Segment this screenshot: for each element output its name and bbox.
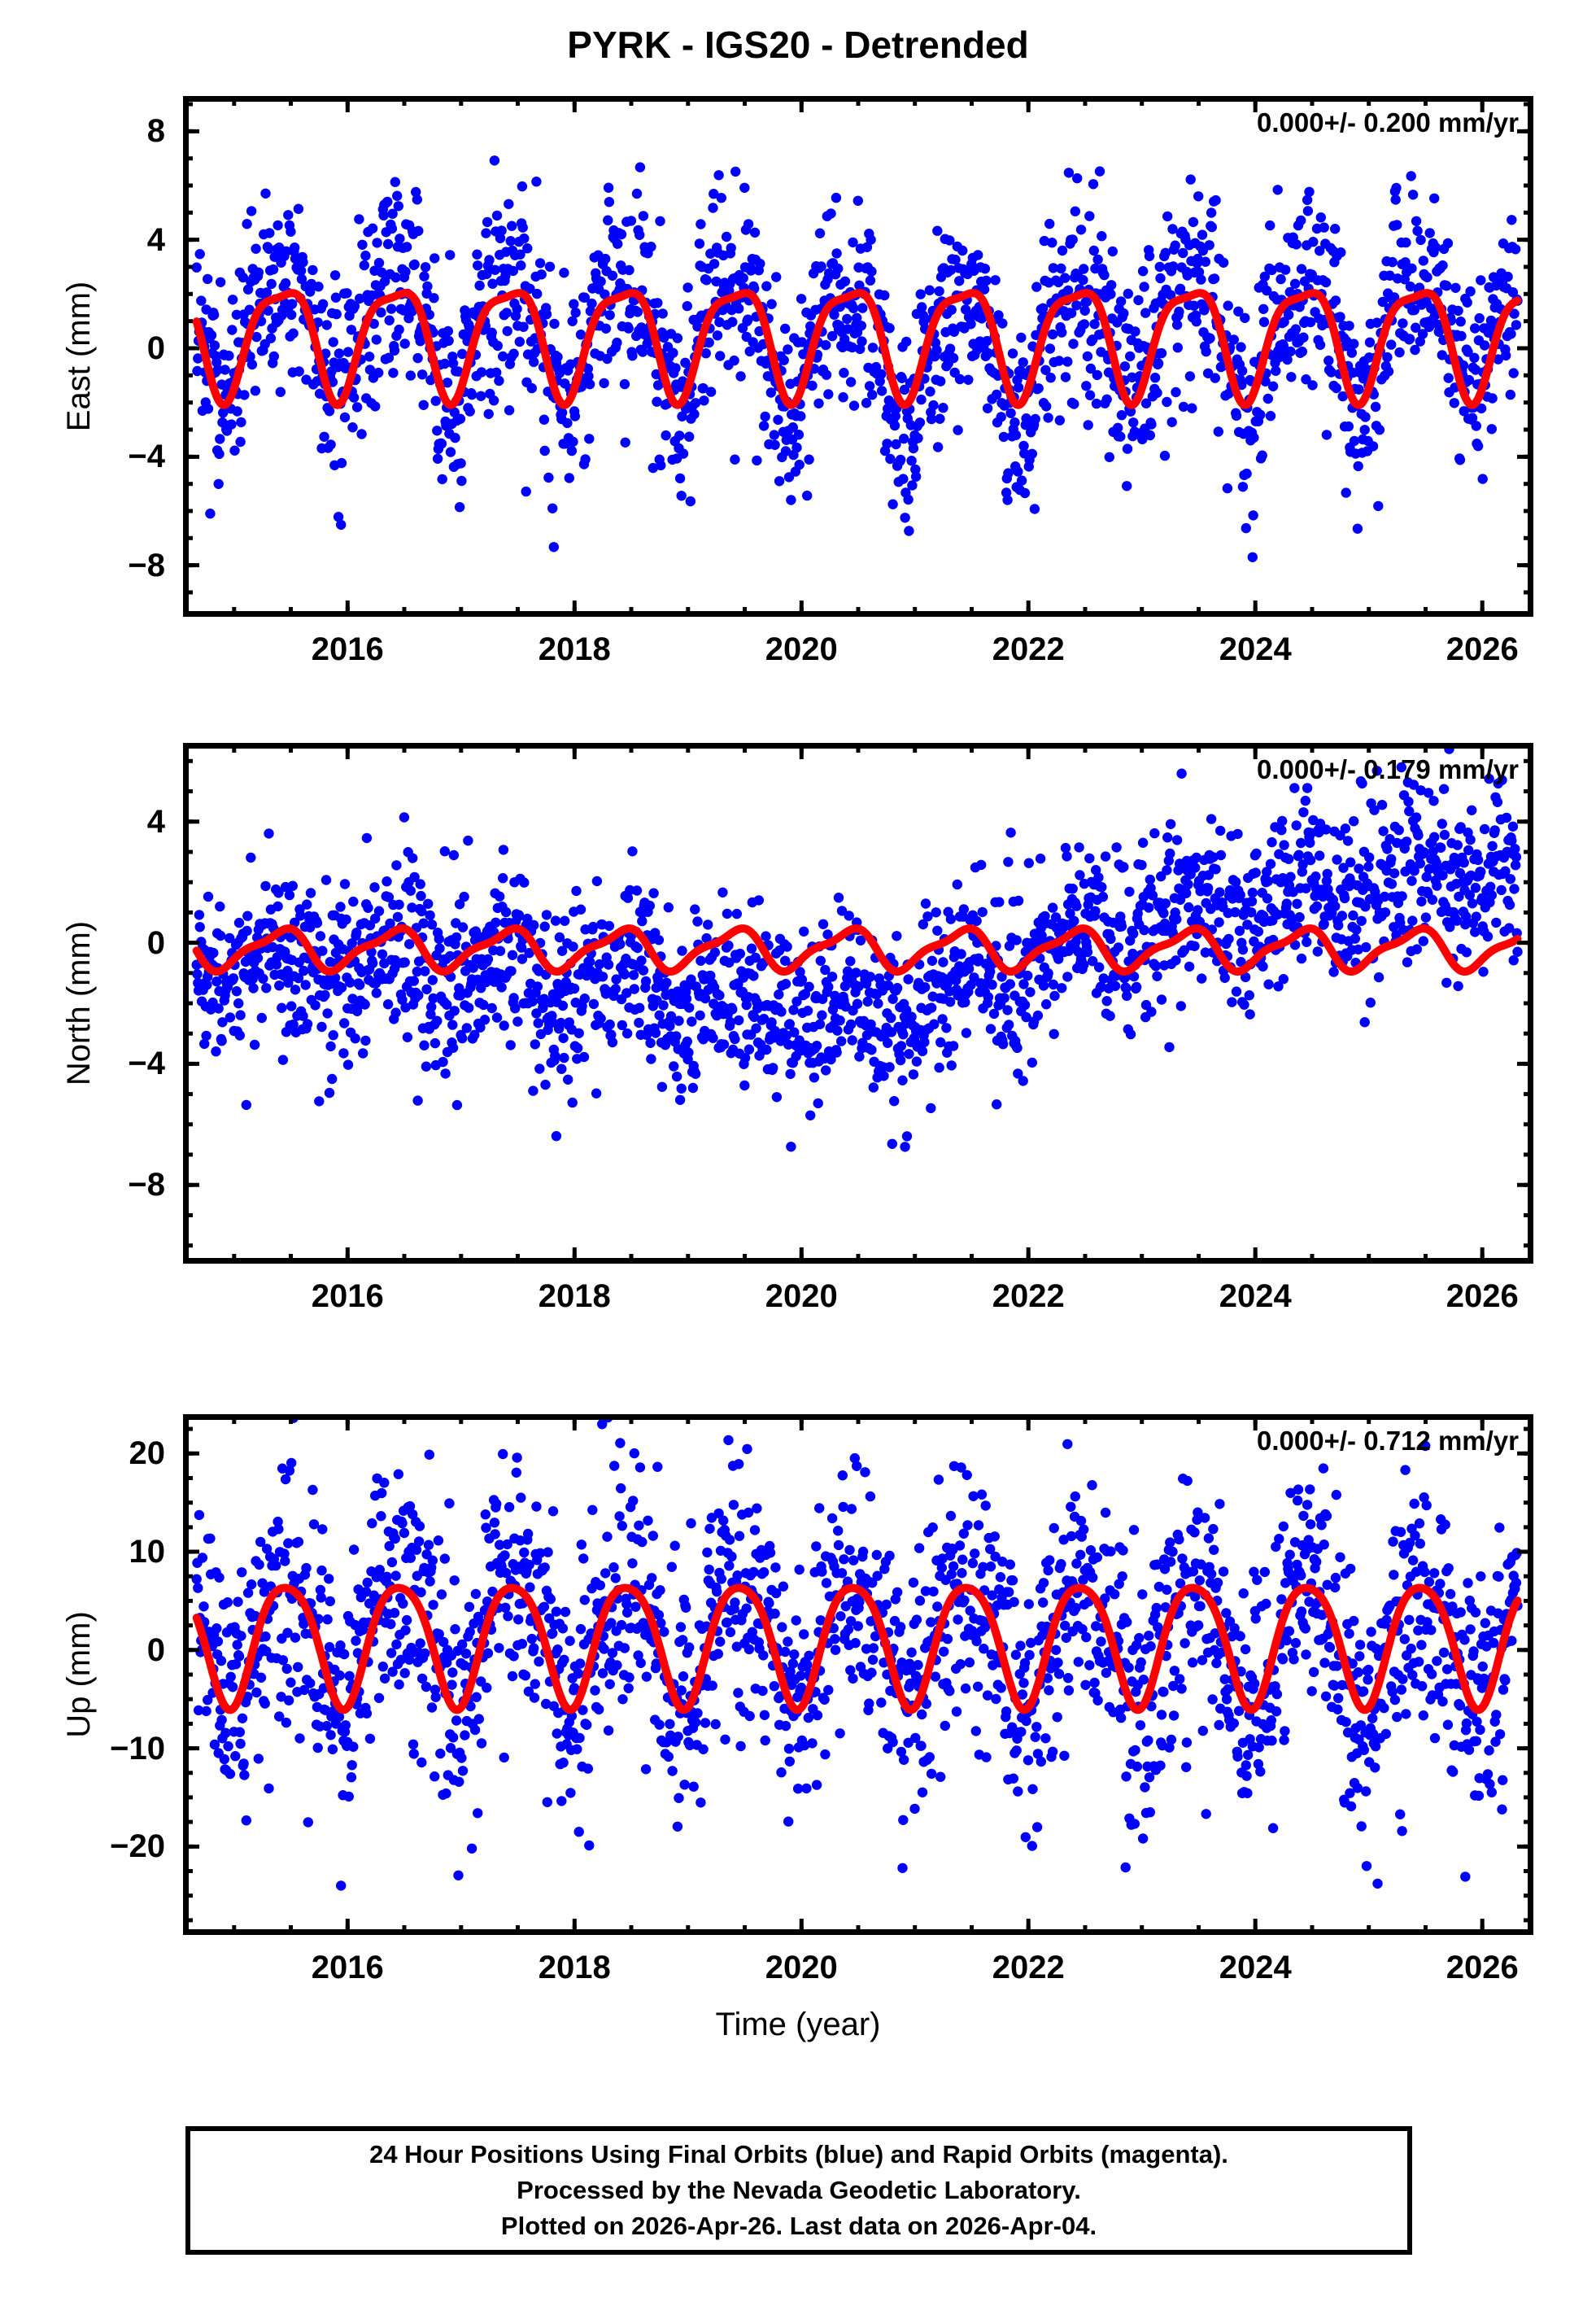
caption-line-1: 24 Hour Positions Using Final Orbits (bl… <box>369 2139 1228 2168</box>
plot-area-up <box>191 1414 1523 1891</box>
axes-frame-north <box>183 743 1533 1264</box>
xtick-label-east-2024: 2024 <box>1219 631 1292 667</box>
ytick-label-east-1: 4 <box>146 221 165 258</box>
rate-annotation-up: 0.000+/- 0.712 mm/yr <box>1257 1426 1519 1456</box>
panel-north: 4 0 −4 −8 2016 2018 2020 2022 2024 2026 North (mm)… <box>61 743 1533 1312</box>
xtick-label-north-2026: 2026 <box>1446 1278 1519 1314</box>
xtick-label-north-2020: 2020 <box>765 1278 838 1314</box>
axes-frame-east <box>183 96 1533 617</box>
xtick-label-north-2016: 2016 <box>311 1278 384 1314</box>
xtick-label-up-2016: 2016 <box>311 1950 384 1985</box>
x-axis-label: Time (year) <box>715 2007 881 2042</box>
ytick-label-up-3: −10 <box>110 1730 165 1767</box>
caption-line-3: Plotted on 2026-Apr-26. Last data on 202… <box>500 2212 1097 2240</box>
ytick-label-up-4: −20 <box>110 1828 165 1865</box>
ytick-label-east-4: −8 <box>128 547 165 583</box>
panel-east: 8 4 0 −4 −8 2016 2018 2020 2022 2024 2026 East (mm)… <box>61 96 1533 666</box>
y-axis-label-east: East (mm) <box>61 281 97 432</box>
plot-area-north <box>191 744 1523 1152</box>
xtick-label-north-2018: 2018 <box>538 1278 611 1314</box>
ytick-label-east-3: −4 <box>128 439 165 475</box>
axes-frame-up <box>183 1414 1533 1935</box>
xtick-label-up-2024: 2024 <box>1219 1950 1292 1985</box>
ytick-label-north-0: 4 <box>146 803 165 840</box>
page-title: PYRK - IGS20 - Detrended <box>567 24 1029 66</box>
xtick-label-north-2024: 2024 <box>1219 1278 1292 1314</box>
caption-line-2: Processed by the Nevada Geodetic Laborat… <box>517 2175 1081 2204</box>
xtick-label-east-2018: 2018 <box>538 631 611 667</box>
xtick-label-up-2022: 2022 <box>992 1950 1065 1985</box>
rate-annotation-east: 0.000+/- 0.200 mm/yr <box>1257 107 1519 138</box>
ytick-label-east-2: 0 <box>146 330 165 366</box>
xtick-label-east-2026: 2026 <box>1446 631 1519 667</box>
plot-area-east <box>191 155 1523 562</box>
y-axis-label-north: North (mm) <box>61 920 97 1086</box>
xtick-label-up-2018: 2018 <box>538 1950 611 1985</box>
seasonal-model-curve-east <box>192 289 1522 409</box>
rate-annotation-north: 0.000+/- 0.179 mm/yr <box>1257 754 1519 784</box>
panel-up: 20 10 0 −10 −20 2016 2018 2020 2022 2024 2026 Up (m… <box>61 1414 1533 1984</box>
y-axis-label-up: Up (mm) <box>61 1611 97 1738</box>
figure-caption-box: 24 Hour Positions Using Final Orbits (bl… <box>185 2126 1412 2255</box>
seasonal-model-curve-up <box>192 1583 1522 1714</box>
ytick-label-up-0: 20 <box>129 1435 166 1472</box>
xtick-label-north-2022: 2022 <box>992 1278 1065 1314</box>
ytick-label-north-3: −8 <box>128 1167 165 1203</box>
ytick-label-north-2: −4 <box>128 1046 165 1082</box>
xtick-label-east-2016: 2016 <box>311 631 384 667</box>
xtick-label-east-2022: 2022 <box>992 631 1065 667</box>
ytick-label-up-1: 10 <box>129 1534 166 1570</box>
xtick-label-up-2026: 2026 <box>1446 1950 1519 1985</box>
ytick-label-east-0: 8 <box>146 113 165 150</box>
ytick-label-north-1: 0 <box>146 924 165 961</box>
xtick-label-east-2020: 2020 <box>765 631 838 667</box>
xtick-label-up-2020: 2020 <box>765 1950 838 1985</box>
seasonal-model-curve-north <box>192 924 1522 976</box>
ytick-label-up-2: 0 <box>146 1631 165 1668</box>
